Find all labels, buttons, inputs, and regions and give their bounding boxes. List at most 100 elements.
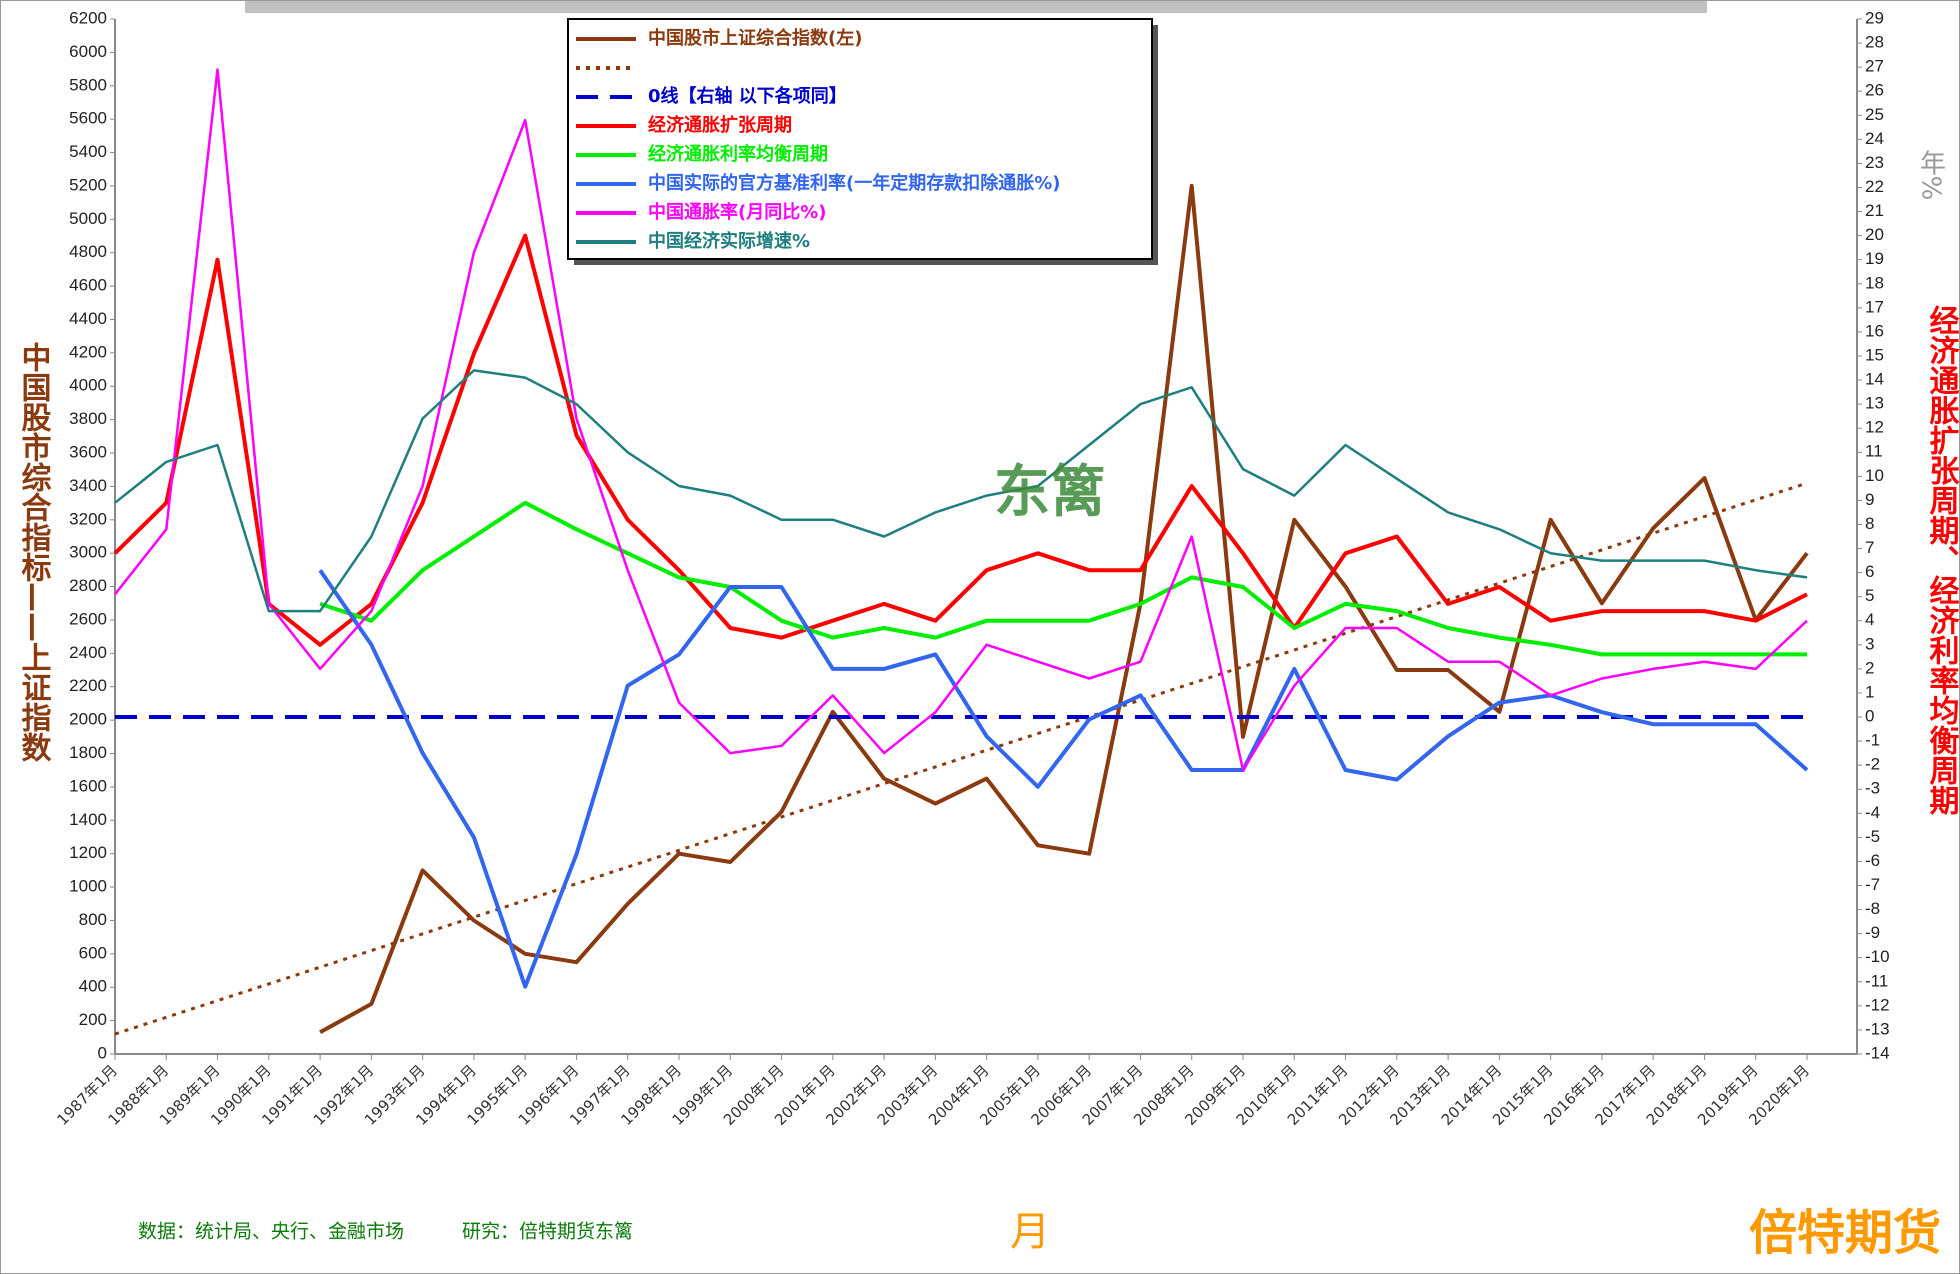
- y2-tick-label: 1: [1865, 682, 1874, 701]
- y2-tick-label: 10: [1865, 466, 1884, 485]
- y2-tick-label: -7: [1865, 875, 1880, 894]
- series-line: [319, 183, 1809, 1035]
- footer-source: 数据：统计局、央行、金融市场: [138, 1221, 404, 1243]
- y2-tick-label: 29: [1865, 8, 1884, 27]
- y-tick-label: 3600: [69, 443, 107, 462]
- y-tick-label: 2400: [69, 643, 107, 662]
- y2-tick-label: 28: [1865, 33, 1884, 52]
- y-tick-label: 3000: [69, 543, 107, 562]
- y2-unit: 年%: [1916, 150, 1946, 201]
- y-tick-label: 6000: [69, 42, 107, 61]
- y2-tick-label: -8: [1865, 899, 1880, 918]
- y-tick-label: 2600: [69, 609, 107, 628]
- y2-tick-label: -4: [1865, 803, 1880, 822]
- legend-label: 中国股市上证综合指数(左): [648, 27, 862, 49]
- x-axis-title: 月: [1010, 1209, 1050, 1255]
- watermark: 东篱: [994, 460, 1106, 525]
- y2-tick-label: -1: [1865, 731, 1880, 750]
- y-tick-label: 3400: [69, 476, 107, 495]
- series-line: [114, 481, 1808, 1036]
- logo: 倍特期货: [1749, 1205, 1941, 1261]
- y2-tick-label: 23: [1865, 153, 1884, 172]
- y2-tick-label: 5: [1865, 586, 1874, 605]
- y2-tick-label: 11: [1865, 442, 1883, 461]
- y2-tick-label: 25: [1865, 105, 1884, 124]
- y2-tick-label: 26: [1865, 81, 1884, 100]
- top-bar: [245, 0, 1707, 13]
- y-tick-label: 6200: [69, 8, 107, 27]
- y2-tick-label: -14: [1865, 1043, 1890, 1062]
- y-tick-label: 5000: [69, 209, 107, 228]
- y-axis-title: 中国股市综合指标——上证指数: [16, 342, 52, 763]
- y-tick-label: 400: [79, 977, 107, 996]
- y-tick-label: 200: [79, 1010, 107, 1029]
- series-line: [114, 369, 1808, 613]
- y-tick-label: 800: [79, 910, 107, 929]
- y2-tick-label: 2: [1865, 658, 1874, 677]
- legend-label: 中国实际的官方基准利率(一年定期存款扣除通胀%): [648, 172, 1061, 194]
- y-tick-label: 3200: [69, 509, 107, 528]
- y2-tick-label: -6: [1865, 851, 1880, 870]
- series-line: [318, 569, 1809, 989]
- y2-tick-label: 13: [1865, 394, 1884, 413]
- y-tick-label: 2000: [69, 710, 107, 729]
- y2-tick-label: 22: [1865, 177, 1884, 196]
- y2-tick-label: 14: [1865, 370, 1884, 389]
- y-tick-label: 4800: [69, 242, 107, 261]
- y2-tick-label: -2: [1865, 755, 1880, 774]
- y2-tick-label: 6: [1865, 562, 1874, 581]
- y-tick-label: 600: [79, 943, 107, 962]
- y2-tick-label: 20: [1865, 225, 1884, 244]
- y2-tick-label: 12: [1865, 418, 1884, 437]
- y-tick-label: 0: [98, 1043, 107, 1062]
- y2-tick-label: 15: [1865, 345, 1884, 364]
- footer-research: 研究：倍特期货东篱: [462, 1221, 633, 1243]
- y-tick-label: 5400: [69, 142, 107, 161]
- y2-tick-label: 4: [1865, 610, 1874, 629]
- y-tick-label: 5600: [69, 109, 107, 128]
- legend-label: 经济通胀利率均衡周期: [648, 143, 828, 165]
- y2-tick-label: 18: [1865, 273, 1884, 292]
- y-tick-label: 1800: [69, 743, 107, 762]
- y-tick-label: 1200: [69, 843, 107, 862]
- y2-tick-label: -9: [1865, 923, 1880, 942]
- y2-tick-label: 27: [1865, 57, 1884, 76]
- y-tick-label: 3800: [69, 409, 107, 428]
- y2-tick-label: 3: [1865, 634, 1874, 653]
- legend-label: 0线【右轴 以下各项同】: [648, 85, 847, 107]
- y2-tick-label: -5: [1865, 827, 1880, 846]
- legend-label: 中国通胀率(月同比%): [648, 201, 827, 223]
- series-line: [319, 500, 1807, 657]
- y-tick-label: 2800: [69, 576, 107, 595]
- y-tick-label: 1600: [69, 776, 107, 795]
- y2-tick-label: 21: [1865, 201, 1884, 220]
- legend-box: [567, 18, 1153, 260]
- legend-label: 经济通胀扩张周期: [648, 114, 792, 136]
- y2-tick-label: 0: [1865, 707, 1874, 726]
- y2-tick-label: -10: [1865, 947, 1890, 966]
- y-tick-label: 1000: [69, 877, 107, 896]
- y2-tick-label: 7: [1865, 538, 1874, 557]
- series-line: [114, 68, 1808, 772]
- y2-tick-label: 9: [1865, 490, 1874, 509]
- y2-tick-label: -13: [1865, 1019, 1890, 1038]
- y2-tick-label: -12: [1865, 995, 1890, 1014]
- y-tick-label: 5800: [69, 75, 107, 94]
- y2-tick-label: -11: [1865, 971, 1888, 990]
- y2-tick-label: 17: [1865, 297, 1884, 316]
- y2-tick-label: 8: [1865, 514, 1874, 533]
- legend-label: 中国经济实际增速%: [648, 230, 810, 252]
- y-tick-label: 2200: [69, 676, 107, 695]
- y-tick-label: 4000: [69, 376, 107, 395]
- y-tick-label: 4200: [69, 342, 107, 361]
- y2-tick-label: 19: [1865, 249, 1884, 268]
- y2-tick-label: 16: [1865, 321, 1884, 340]
- y-tick-label: 4400: [69, 309, 107, 328]
- y-tick-label: 4600: [69, 276, 107, 295]
- y2-axis-title: 经济通胀扩张周期、经济利率均衡周期: [1924, 304, 1960, 816]
- y-tick-label: 1400: [69, 810, 107, 829]
- series-line: [113, 233, 1808, 647]
- y-tick-label: 5200: [69, 175, 107, 194]
- y2-tick-label: -3: [1865, 779, 1880, 798]
